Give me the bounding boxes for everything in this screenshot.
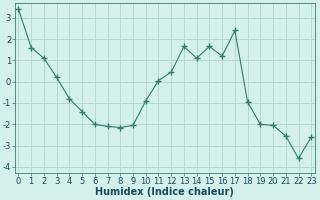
X-axis label: Humidex (Indice chaleur): Humidex (Indice chaleur) xyxy=(95,187,234,197)
